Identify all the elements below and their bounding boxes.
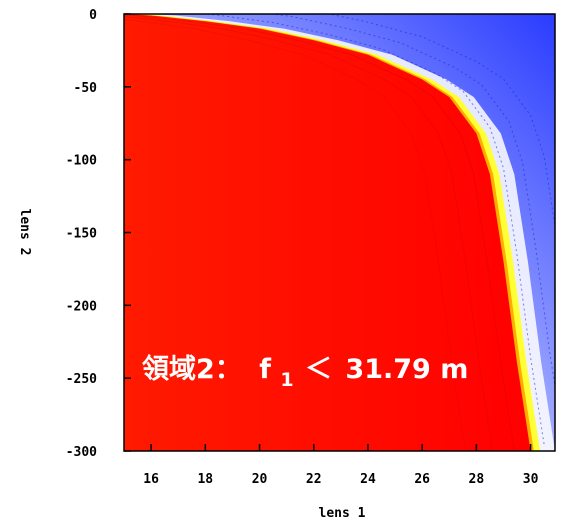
annotation-relation: ＜ [305,354,332,385]
y-tick-label: -200 [66,299,97,314]
x-axis-ticks: 16 18 20 22 24 26 28 30 [143,444,539,487]
x-tick-label: 26 [414,472,430,487]
red-region [124,14,531,451]
annotation-prefix: 領域2： [142,353,242,385]
contour-line [269,14,555,390]
plot-area [124,14,555,451]
x-tick-label: 22 [306,472,322,487]
x-tick-label: 30 [523,472,539,487]
contour-line [124,14,515,451]
x-tick-label: 18 [197,472,213,487]
y-tick-label: -50 [74,81,98,96]
y-tick-label: -150 [66,227,97,242]
y-tick-label: -250 [66,372,97,387]
annotation-subscript: 1 [280,369,293,391]
x-tick-label: 16 [143,472,159,487]
contour-line [202,14,545,446]
contour-line [124,16,494,451]
y-tick-label: 0 [89,8,97,23]
y-axis-label: lens 2 [17,209,32,256]
contour-line [124,19,466,451]
y-tick-label: -100 [66,154,97,169]
x-axis-label: lens 1 [319,506,366,521]
annotation-symbol: f [259,354,271,385]
faint-contour-lines [124,14,555,451]
y-tick-label: -300 [66,445,97,460]
x-tick-label: 20 [252,472,268,487]
x-tick-label: 28 [469,472,485,487]
annotation-value: 31.79 m [345,354,468,385]
region-annotation: 領域2： f 1 ＜ 31.79 m [142,353,468,393]
y-axis-ticks: 0 -50 -100 -150 -200 -250 -300 [66,8,131,460]
x-tick-label: 24 [360,472,376,487]
